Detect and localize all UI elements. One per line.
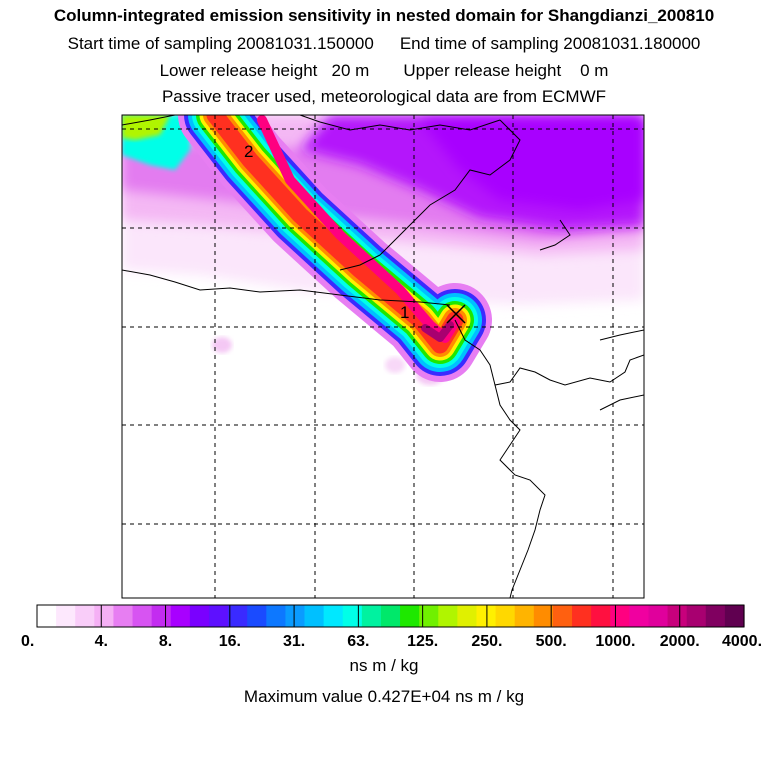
coastline-borders	[122, 115, 644, 598]
colorbar-cell	[648, 605, 669, 627]
colorbar-tick-label: 500.	[536, 633, 567, 650]
colorbar-cell	[323, 605, 344, 627]
colorbar-cell	[208, 605, 229, 627]
colorbar-cell	[552, 605, 573, 627]
map-frame	[121, 114, 645, 599]
colorbar-cell	[361, 605, 382, 627]
colorbar-cell	[438, 605, 458, 627]
maximum-value-label: Maximum value 0.427E+04 ns m / kg	[243, 687, 525, 706]
colorbar-cell	[247, 605, 267, 627]
colorbar-cell	[591, 605, 611, 627]
cross-x-marker-icon	[446, 304, 466, 324]
release-heights: Lower release height 20 m Upper release h…	[0, 61, 768, 81]
lower-release-label: Lower release height 20 m	[159, 61, 370, 80]
end-time-label: End time of sampling 20081031.180000	[399, 34, 701, 53]
colorbar-cell	[285, 605, 306, 627]
marker-label-2: 2	[244, 142, 253, 161]
colorbar-tick-label: 0.	[21, 633, 34, 650]
colorbar-tick-label: 125.	[407, 633, 438, 650]
start-time-label: Start time of sampling 20081031.150000	[67, 34, 374, 53]
figure-title: Column-integrated emission sensitivity i…	[53, 6, 715, 25]
colorbar-cell	[476, 605, 497, 627]
colorbar-cell	[94, 605, 115, 627]
colorbar-tick-label: 31.	[283, 633, 305, 650]
colorbar-cell	[419, 605, 439, 627]
marker-label-1: 1	[400, 303, 409, 322]
colorbar-cell	[610, 605, 630, 627]
colorbar-tick-label: 16.	[219, 633, 241, 650]
colorbar-cell	[629, 605, 650, 627]
colorbar-tick-label: 2000.	[660, 633, 700, 650]
colorbar-cell	[113, 605, 134, 627]
colorbar-frame	[36, 604, 745, 628]
emission-plume	[178, 115, 492, 382]
colorbar: 0. 4. 8. 16. 31. 63. 125. 250. 500. 1000. 2000. 400…	[21, 604, 762, 650]
map-field: 1 2	[122, 115, 644, 598]
tracer-note: Passive tracer used, meteorological data…	[161, 87, 607, 106]
colorbar-cell	[705, 605, 726, 627]
colorbar-cell	[667, 605, 688, 627]
colorbar-cell	[495, 605, 516, 627]
colorbar-tick-label: 4000.	[722, 633, 762, 650]
colorbar-cell	[572, 605, 592, 627]
units-label: ns m / kg	[349, 656, 419, 675]
colorbar-cell	[400, 605, 420, 627]
colorbar-cell	[56, 605, 76, 627]
upper-release-label: Upper release height 0 m	[403, 61, 609, 80]
colorbar-cell	[189, 605, 210, 627]
colorbar-cell	[228, 605, 248, 627]
lat-lon-grid	[122, 115, 644, 598]
sampling-times: Start time of sampling 20081031.150000 En…	[0, 34, 768, 54]
colorbar-cell	[380, 605, 401, 627]
colorbar-cell	[342, 605, 363, 627]
colorbar-tick-label: 250.	[471, 633, 502, 650]
colorbar-cell	[75, 605, 95, 627]
colorbar-cell	[304, 605, 325, 627]
colorbar-cells	[37, 605, 745, 627]
colorbar-cell	[514, 605, 535, 627]
colorbar-cell	[533, 605, 554, 627]
colorbar-tick-label: 63.	[347, 633, 369, 650]
colorbar-ticks: 0. 4. 8. 16. 31. 63. 125. 250. 500. 1000. 2000. 400…	[21, 605, 762, 650]
colorbar-tick-label: 4.	[95, 633, 108, 650]
colorbar-tick-label: 1000.	[595, 633, 635, 650]
colorbar-cell	[151, 605, 172, 627]
colorbar-cell	[266, 605, 287, 627]
colorbar-tick-label: 8.	[159, 633, 172, 650]
colorbar-cell	[724, 605, 745, 627]
colorbar-cell	[170, 605, 191, 627]
colorbar-cell	[457, 605, 478, 627]
colorbar-cell	[132, 605, 153, 627]
colorbar-cell	[37, 605, 57, 627]
colorbar-cell	[686, 605, 707, 627]
